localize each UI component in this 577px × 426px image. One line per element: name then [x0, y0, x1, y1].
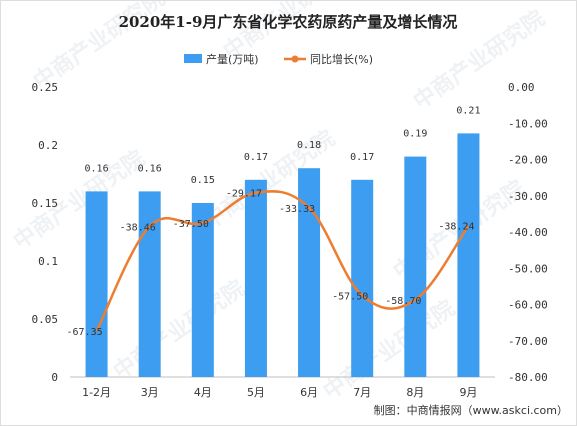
- line-labels: -67.35 -38.46 -37.50 -29.17 -33.33 -57.50 -58.…: [67, 189, 475, 338]
- x-axis: 1-2月 3月 4月 5月 6月 7月 8月 9月: [82, 386, 477, 399]
- left-tick-label: 0.1: [38, 255, 58, 268]
- right-tick-label: -40.00: [508, 226, 548, 239]
- bar-value-label: 0.21: [456, 105, 480, 116]
- watermark-3: 中商产业研究院: [9, 145, 150, 255]
- left-tick-label: 0.05: [32, 313, 59, 326]
- left-tick-label: 0.2: [38, 139, 58, 152]
- line-value-label: -57.50: [332, 291, 368, 302]
- line-value-label: -33.33: [279, 204, 315, 215]
- line-value-label: -38.24: [438, 222, 474, 233]
- left-tick-label: 0.25: [32, 81, 59, 94]
- x-tick-label: 8月: [406, 386, 424, 399]
- line-value-label: -58.70: [385, 296, 421, 307]
- left-axis: 0 0.05 0.1 0.15 0.2 0.25: [32, 81, 59, 384]
- line-value-label: -67.35: [67, 327, 103, 338]
- bar: [244, 179, 267, 377]
- x-tick-label: 3月: [141, 386, 159, 399]
- right-axis: -80.00 -70.00 -60.00 -50.00 -40.00 -30.00 -20.…: [508, 81, 548, 384]
- watermark-6: 中商产业研究院: [109, 275, 250, 385]
- line-value-label: -37.50: [173, 219, 209, 230]
- bar: [351, 179, 374, 377]
- line-value-label: -29.17: [226, 189, 262, 200]
- growth-line: [95, 190, 470, 332]
- source-note: 制图：中商情报网（www.askci.com）: [374, 403, 568, 417]
- bar-value-label: 0.17: [350, 152, 374, 163]
- right-tick-label: 0.00: [508, 81, 535, 94]
- x-tick-label: 1-2月: [82, 386, 111, 399]
- bar: [191, 203, 214, 377]
- x-tick-label: 6月: [300, 386, 318, 399]
- bar-value-label: 0.16: [138, 163, 162, 174]
- right-tick-label: -10.00: [508, 117, 548, 130]
- x-tick-label: 7月: [353, 386, 371, 399]
- legend-label-bar: 产量(万吨): [206, 52, 259, 66]
- right-tick-label: -70.00: [508, 335, 548, 348]
- bar-value-label: 0.16: [85, 163, 109, 174]
- legend-label-line: 同比增长(%): [310, 52, 373, 66]
- bar: [457, 133, 480, 377]
- chart-title: 2020年1-9月广东省化学农药原药产量及增长情况: [119, 13, 458, 31]
- right-tick-label: -60.00: [508, 299, 548, 312]
- legend: 产量(万吨) 同比增长(%): [184, 52, 373, 66]
- x-tick-label: 9月: [459, 386, 477, 399]
- bar-value-label: 0.18: [297, 140, 321, 151]
- bar-value-label: 0.17: [244, 152, 268, 163]
- bar: [85, 191, 108, 377]
- right-tick-label: -80.00: [508, 371, 548, 384]
- bar: [138, 191, 161, 377]
- line-value-label: -38.46: [120, 222, 156, 233]
- right-tick-label: -20.00: [508, 154, 548, 167]
- bar-series: [85, 133, 480, 377]
- bar: [404, 156, 427, 377]
- watermark-7: 中商产业研究院: [319, 295, 460, 405]
- left-tick-label: 0.15: [32, 197, 59, 210]
- bar-labels: 0.16 0.16 0.15 0.17 0.18 0.17 0.19 0.21: [85, 105, 481, 186]
- bar-value-label: 0.19: [403, 129, 427, 140]
- bar: [298, 168, 321, 377]
- left-tick-label: 0: [51, 371, 58, 384]
- legend-swatch-bar: [184, 54, 202, 63]
- right-tick-label: -50.00: [508, 262, 548, 275]
- bar-value-label: 0.15: [191, 175, 215, 186]
- legend-swatch-marker: [291, 55, 299, 63]
- right-tick-label: -30.00: [508, 190, 548, 203]
- x-tick-label: 5月: [247, 386, 265, 399]
- x-tick-label: 4月: [194, 386, 212, 399]
